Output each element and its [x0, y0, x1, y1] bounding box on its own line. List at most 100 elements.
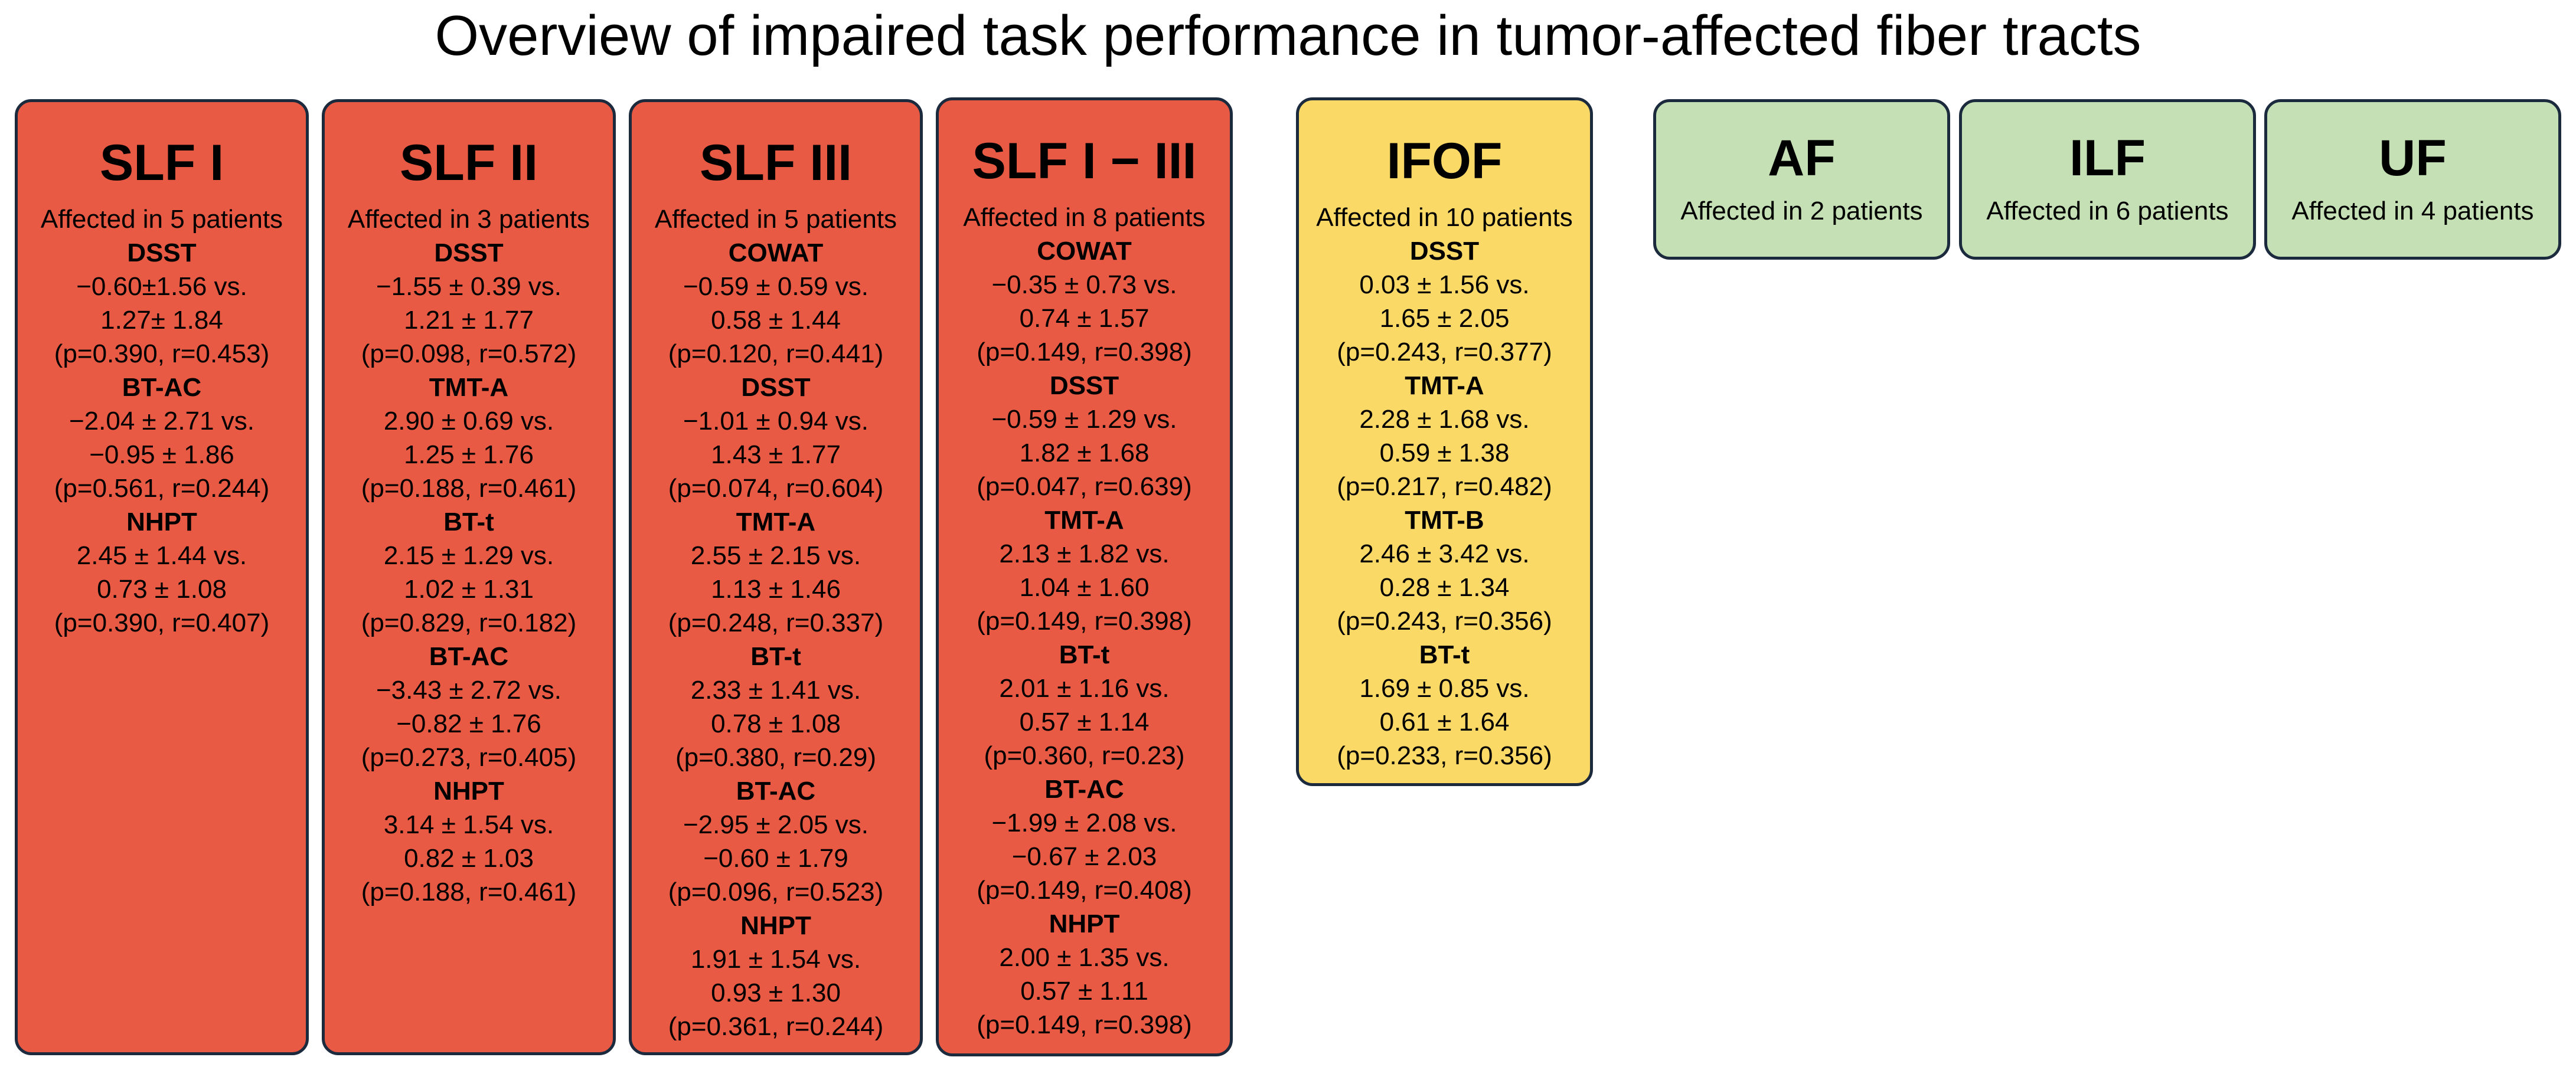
test-patient-score: −0.59 ± 1.29 vs. [991, 405, 1177, 434]
tract-card-slf-ii: SLF II Affected in 3 patients DSST −1.55 ± … [322, 99, 616, 1055]
test-result: DSST −0.60±1.56 vs. 1.27± 1.84 (p=0.390, r=… [18, 236, 306, 371]
test-result: BT-t 2.15 ± 1.29 vs. 1.02 ± 1.31 (p=0.829, … [325, 505, 613, 640]
test-statistics: (p=0.149, r=0.398) [977, 607, 1192, 636]
test-result: DSST 0.03 ± 1.56 vs. 1.65 ± 2.05 (p=0.243, … [1299, 234, 1590, 369]
affected-count: Affected in 2 patients [1680, 197, 1923, 225]
tract-name: SLF I [99, 135, 224, 191]
test-statistics: (p=0.188, r=0.461) [361, 474, 577, 503]
figure-title: Overview of impaired task performance in… [435, 4, 2141, 67]
affected-count: Affected in 10 patients [1316, 203, 1573, 232]
tract-card-slf-i: SLF I Affected in 5 patients DSST −0.60±1.5… [15, 99, 309, 1055]
test-name: BT-t [1419, 640, 1470, 670]
test-statistics: (p=0.096, r=0.523) [668, 878, 884, 907]
test-patient-score: 2.01 ± 1.16 vs. [999, 674, 1170, 703]
test-statistics: (p=0.120, r=0.441) [668, 339, 884, 369]
test-control-score: 1.21 ± 1.77 [404, 306, 534, 335]
test-name: COWAT [728, 238, 824, 268]
test-patient-score: −0.59 ± 0.59 vs. [683, 272, 869, 302]
tract-card-af: AF Affected in 2 patients [1653, 99, 1950, 260]
test-control-score: 0.61 ± 1.64 [1379, 708, 1510, 737]
affected-count: Affected in 3 patients [347, 205, 590, 234]
test-statistics: (p=0.233, r=0.356) [1337, 741, 1552, 771]
test-name: TMT-A [429, 373, 509, 402]
test-patient-score: −2.95 ± 2.05 vs. [683, 810, 869, 840]
test-result: DSST −0.59 ± 1.29 vs. 1.82 ± 1.68 (p=0.047,… [939, 369, 1230, 503]
test-statistics: (p=0.360, r=0.23) [984, 741, 1185, 771]
test-name: BT-AC [429, 642, 509, 672]
test-result: COWAT −0.59 ± 0.59 vs. 0.58 ± 1.44 (p=0.120… [632, 236, 920, 371]
affected-count: Affected in 6 patients [1986, 197, 2229, 225]
test-name: DSST [434, 238, 504, 268]
test-result: TMT-A 2.13 ± 1.82 vs. 1.04 ± 1.60 (p=0.149,… [939, 503, 1230, 638]
test-patient-score: 1.69 ± 0.85 vs. [1359, 674, 1530, 703]
test-name: NHPT [433, 777, 504, 806]
test-patient-score: −1.55 ± 0.39 vs. [376, 272, 561, 302]
test-name: BT-t [750, 642, 801, 672]
test-control-score: 0.74 ± 1.57 [1019, 304, 1150, 333]
affected-count: Affected in 5 patients [654, 205, 897, 234]
test-result: BT-AC −2.95 ± 2.05 vs. −0.60 ± 1.79 (p=0.09… [632, 774, 920, 909]
affected-count: Affected in 5 patients [40, 205, 283, 234]
test-control-score: −0.95 ± 1.86 [89, 440, 234, 470]
test-name: BT-AC [122, 373, 202, 402]
tract-name: SLF II [399, 135, 538, 191]
test-name: NHPT [126, 508, 197, 537]
test-patient-score: −1.99 ± 2.08 vs. [991, 809, 1177, 838]
test-name: BT-AC [736, 777, 816, 806]
test-name: BT-t [443, 508, 494, 537]
test-control-score: 0.58 ± 1.44 [711, 306, 841, 335]
test-name: TMT-B [1405, 506, 1484, 535]
test-result: BT-AC −2.04 ± 2.71 vs. −0.95 ± 1.86 (p=0.56… [18, 371, 306, 505]
test-statistics: (p=0.243, r=0.377) [1337, 338, 1552, 367]
test-control-score: 0.57 ± 1.14 [1019, 708, 1150, 737]
test-control-score: 0.57 ± 1.11 [1020, 977, 1148, 1006]
test-statistics: (p=0.098, r=0.572) [361, 339, 577, 369]
test-name: TMT-A [1405, 371, 1484, 401]
test-result: BT-AC −3.43 ± 2.72 vs. −0.82 ± 1.76 (p=0.27… [325, 640, 613, 774]
test-patient-score: 2.15 ± 1.29 vs. [383, 541, 554, 571]
test-statistics: (p=0.380, r=0.29) [675, 743, 876, 773]
test-result: BT-t 1.69 ± 0.85 vs. 0.61 ± 1.64 (p=0.233, … [1299, 638, 1590, 773]
test-result: DSST −1.01 ± 0.94 vs. 1.43 ± 1.77 (p=0.074,… [632, 371, 920, 505]
test-statistics: (p=0.149, r=0.398) [977, 338, 1192, 367]
test-control-score: 1.43 ± 1.77 [711, 440, 841, 470]
test-name: TMT-A [1044, 506, 1124, 535]
test-name: BT-t [1059, 640, 1110, 670]
tract-name: UF [2379, 130, 2447, 186]
test-name: NHPT [1049, 909, 1120, 939]
test-statistics: (p=0.149, r=0.408) [977, 876, 1192, 905]
test-control-score: 0.78 ± 1.08 [711, 709, 841, 739]
test-control-score: −0.82 ± 1.76 [396, 709, 541, 739]
test-statistics: (p=0.188, r=0.461) [361, 878, 577, 907]
test-control-score: 1.13 ± 1.46 [711, 575, 841, 604]
test-statistics: (p=0.047, r=0.639) [977, 472, 1192, 502]
test-statistics: (p=0.074, r=0.604) [668, 474, 884, 503]
test-control-score: 1.02 ± 1.31 [404, 575, 534, 604]
test-statistics: (p=0.243, r=0.356) [1337, 607, 1552, 636]
test-control-score: 0.82 ± 1.03 [404, 844, 534, 873]
test-patient-score: −2.04 ± 2.71 vs. [68, 407, 254, 436]
test-control-score: −0.60 ± 1.79 [703, 844, 848, 873]
test-patient-score: −0.60±1.56 vs. [76, 272, 247, 302]
test-control-score: 0.59 ± 1.38 [1379, 438, 1510, 468]
test-patient-score: 2.46 ± 3.42 vs. [1359, 539, 1530, 569]
test-patient-score: −1.01 ± 0.94 vs. [683, 407, 869, 436]
tract-card-ilf: ILF Affected in 6 patients [1959, 99, 2256, 260]
test-name: NHPT [740, 911, 811, 941]
tract-name: SLF III [700, 135, 852, 191]
test-result: BT-t 2.01 ± 1.16 vs. 0.57 ± 1.14 (p=0.360, … [939, 638, 1230, 773]
test-patient-score: 0.03 ± 1.56 vs. [1359, 270, 1530, 300]
test-result: TMT-A 2.28 ± 1.68 vs. 0.59 ± 1.38 (p=0.217,… [1299, 369, 1590, 503]
test-control-score: 1.25 ± 1.76 [404, 440, 534, 470]
test-statistics: (p=0.217, r=0.482) [1337, 472, 1552, 502]
test-control-score: 1.82 ± 1.68 [1019, 438, 1150, 468]
test-control-score: −0.67 ± 2.03 [1011, 842, 1157, 872]
test-statistics: (p=0.273, r=0.405) [361, 743, 577, 773]
tract-card-ifof: IFOF Affected in 10 patients DSST 0.03 ± 1.… [1296, 97, 1593, 786]
test-result: NHPT 1.91 ± 1.54 vs. 0.93 ± 1.30 (p=0.361, … [632, 909, 920, 1043]
affected-count: Affected in 8 patients [963, 203, 1206, 232]
test-result: NHPT 2.45 ± 1.44 vs. 0.73 ± 1.08 (p=0.390, … [18, 505, 306, 640]
tract-card-slf-iii: SLF III Affected in 5 patients COWAT −0.59 … [629, 99, 923, 1055]
test-patient-score: 2.33 ± 1.41 vs. [690, 676, 861, 705]
test-control-score: 0.93 ± 1.30 [711, 978, 841, 1008]
